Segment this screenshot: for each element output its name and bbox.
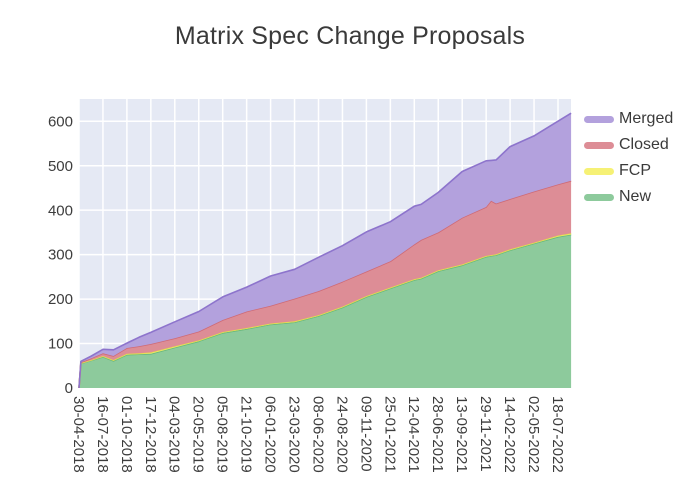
x-tick-label: 29-11-2021 [477,396,494,472]
x-tick-label: 23-03-2020 [285,396,302,473]
legend-label: New [619,188,652,205]
x-tick-label: 02-05-2022 [525,396,542,473]
y-tick-label: 400 [48,202,73,219]
legend-item-closed: Closed [584,136,673,154]
x-tick-label: 21-10-2019 [238,396,255,473]
x-tick-label: 30-04-2018 [70,396,87,473]
x-tick-label: 14-02-2022 [501,396,518,473]
area-merged [79,113,572,388]
legend-item-merged: Merged [584,110,673,128]
x-tick-label: 16-07-2018 [94,396,111,473]
x-tick-label: 08-06-2020 [309,396,326,473]
legend-label: Merged [619,110,674,127]
legend-swatch-new [584,193,614,201]
legend-swatch-fcp [584,167,614,175]
x-tick-label: 24-08-2020 [333,396,350,473]
y-tick-label: 600 [48,113,73,130]
legend-swatch-merged [584,115,614,123]
x-tick-label: 04-03-2019 [166,396,183,473]
area-closed [79,180,572,388]
y-tick-label: 0 [65,380,73,397]
x-tick-label: 28-06-2021 [429,396,446,473]
x-tick-label: 18-07-2022 [549,396,566,473]
y-tick-label: 100 [48,336,73,353]
area-new [79,234,572,388]
legend-item-new: New [584,188,673,206]
legend-label: Closed [619,136,669,153]
y-tick-label: 500 [48,158,73,175]
y-tick-label: 200 [48,291,73,308]
x-tick-label: 06-01-2020 [262,396,279,473]
area-line-merged [78,112,572,389]
x-tick-label: 12-04-2021 [405,396,422,473]
legend-swatch-closed [584,141,614,149]
x-tick-label: 05-08-2019 [214,396,231,473]
x-tick-label: 01-10-2018 [118,396,135,473]
y-tick-label: 300 [48,247,73,264]
x-tick-label: 25-01-2021 [381,396,398,473]
chart-title: Matrix Spec Change Proposals [174,22,526,50]
x-tick-label: 17-12-2018 [142,396,159,473]
x-tick-label: 09-11-2020 [357,396,374,472]
x-tick-label: 13-09-2021 [453,396,470,473]
x-tick-label: 20-05-2019 [190,396,207,473]
legend-item-fcp: FCP [584,162,673,180]
legend: Merged Closed FCP New [584,110,673,206]
legend-label: FCP [619,162,651,179]
